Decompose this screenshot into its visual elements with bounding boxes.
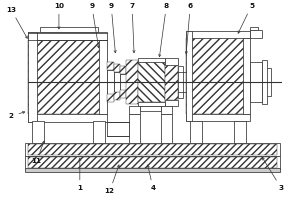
Text: 13: 13 — [6, 7, 27, 38]
Text: 8: 8 — [159, 3, 169, 57]
Bar — [40, 27, 98, 32]
Bar — [115, 64, 120, 72]
Text: 10: 10 — [54, 3, 64, 29]
Bar — [138, 62, 165, 102]
Bar — [93, 121, 105, 143]
Text: 9: 9 — [89, 3, 99, 48]
Bar — [234, 121, 246, 143]
Bar — [28, 32, 107, 40]
Bar — [120, 74, 126, 90]
Bar — [28, 144, 277, 155]
Text: 3: 3 — [262, 158, 284, 191]
Bar — [178, 66, 183, 98]
Bar — [115, 72, 120, 92]
Bar — [262, 60, 267, 104]
Bar — [107, 122, 129, 136]
Bar — [250, 30, 262, 38]
Bar — [161, 106, 172, 114]
Text: 5: 5 — [238, 3, 254, 33]
Bar — [186, 38, 250, 114]
Bar — [250, 27, 257, 30]
Bar — [244, 38, 250, 114]
Text: 2: 2 — [9, 111, 25, 119]
Bar — [28, 114, 107, 122]
Text: 12: 12 — [105, 165, 119, 194]
Bar — [165, 100, 178, 106]
Bar — [129, 106, 140, 114]
Bar — [161, 114, 172, 143]
Bar — [186, 31, 192, 121]
Bar — [138, 102, 165, 106]
Bar — [186, 31, 250, 38]
Bar — [129, 114, 140, 143]
Bar — [165, 58, 178, 65]
Bar — [28, 157, 277, 168]
Bar — [107, 94, 115, 102]
Bar — [115, 92, 120, 100]
Bar — [25, 156, 280, 169]
Bar — [262, 68, 271, 96]
Bar — [250, 62, 262, 102]
Text: 1: 1 — [77, 158, 82, 191]
Bar — [165, 64, 178, 100]
Bar — [107, 70, 115, 94]
Text: 9: 9 — [109, 3, 116, 53]
Bar — [99, 40, 107, 114]
Bar — [140, 106, 161, 111]
Bar — [126, 60, 138, 104]
Bar — [32, 121, 44, 143]
Bar — [138, 58, 165, 62]
Bar — [190, 121, 202, 143]
Bar — [186, 114, 250, 121]
Bar — [107, 62, 115, 70]
Text: 6: 6 — [185, 3, 193, 54]
Bar — [28, 40, 107, 114]
Bar — [28, 32, 37, 122]
Text: 11: 11 — [32, 141, 44, 164]
Bar — [25, 168, 280, 172]
Bar — [120, 90, 126, 98]
Text: 7: 7 — [130, 3, 135, 53]
Bar — [25, 143, 280, 156]
Text: 4: 4 — [147, 165, 155, 191]
Bar — [120, 66, 126, 74]
